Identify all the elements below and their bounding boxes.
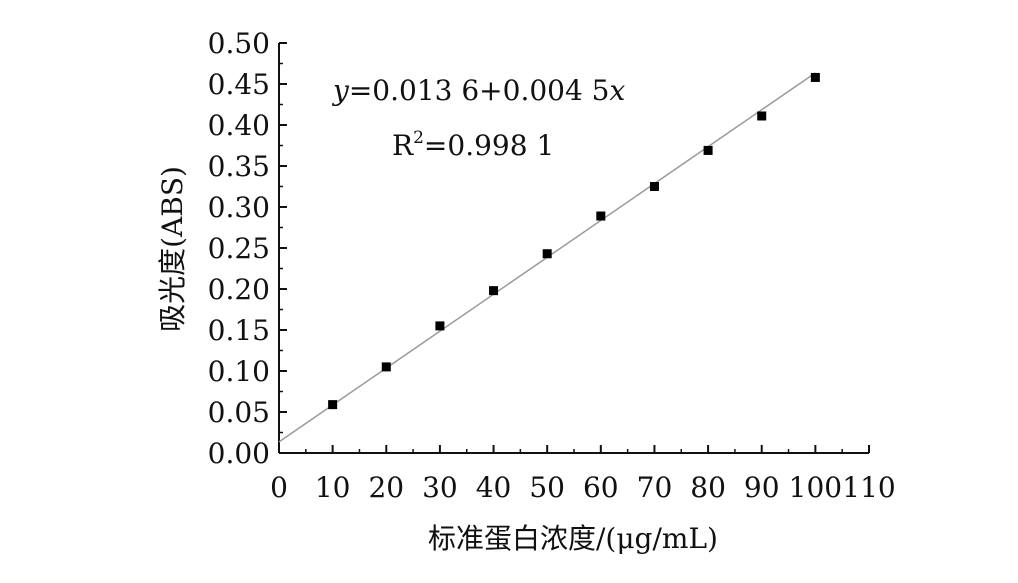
y-tick-label: 0.20 xyxy=(208,273,270,306)
data-point xyxy=(596,211,606,221)
y-tick-label: 0.35 xyxy=(208,150,270,183)
data-point xyxy=(542,249,552,259)
y-tick-label: 0.15 xyxy=(208,314,270,347)
y-tick-label: 0.45 xyxy=(208,68,270,101)
x-tick-label: 100 xyxy=(789,471,842,504)
x-tick-label: 10 xyxy=(315,471,351,504)
y-tick-label: 0.50 xyxy=(208,27,270,60)
x-tick-label: 80 xyxy=(690,471,726,504)
data-point xyxy=(757,111,767,121)
x-tick-label: 20 xyxy=(368,471,404,504)
y-tick-label: 0.40 xyxy=(208,109,270,142)
data-point xyxy=(328,400,338,410)
x-tick-label: 40 xyxy=(476,471,512,504)
equation-annotation: y=0.013 6+0.004 5x xyxy=(331,74,626,107)
r-squared-annotation: R2=0.998 1 xyxy=(392,128,554,162)
x-ticks: 0 10 20 30 40 50 60 70 80 90 100 110 xyxy=(270,445,896,504)
data-point xyxy=(703,145,713,155)
y-tick-label: 0.25 xyxy=(208,232,270,265)
data-point xyxy=(489,286,499,296)
x-tick-label: 60 xyxy=(583,471,619,504)
y-axis-title: 吸光度(ABS) xyxy=(156,166,189,332)
data-point xyxy=(381,362,391,372)
x-tick-label: 90 xyxy=(744,471,780,504)
y-tick-label: 0.30 xyxy=(208,191,270,224)
x-tick-label: 50 xyxy=(529,471,565,504)
x-tick-label: 110 xyxy=(842,471,895,504)
x-tick-label: 70 xyxy=(637,471,673,504)
data-point xyxy=(810,72,820,82)
y-tick-label: 0.00 xyxy=(208,437,270,470)
x-tick-label: 30 xyxy=(422,471,458,504)
y-tick-label: 0.10 xyxy=(208,355,270,388)
data-points xyxy=(328,72,820,410)
y-tick-label: 0.05 xyxy=(208,396,270,429)
y-ticks: 0.00 0.05 0.10 0.15 0.20 0.25 0.30 0.35 0.40 0.45… xyxy=(208,27,287,470)
data-point xyxy=(435,321,445,331)
data-point xyxy=(649,182,659,191)
x-axis-title: 标准蛋白浓度/(μg/mL) xyxy=(428,522,718,555)
x-tick-label: 0 xyxy=(270,471,288,504)
